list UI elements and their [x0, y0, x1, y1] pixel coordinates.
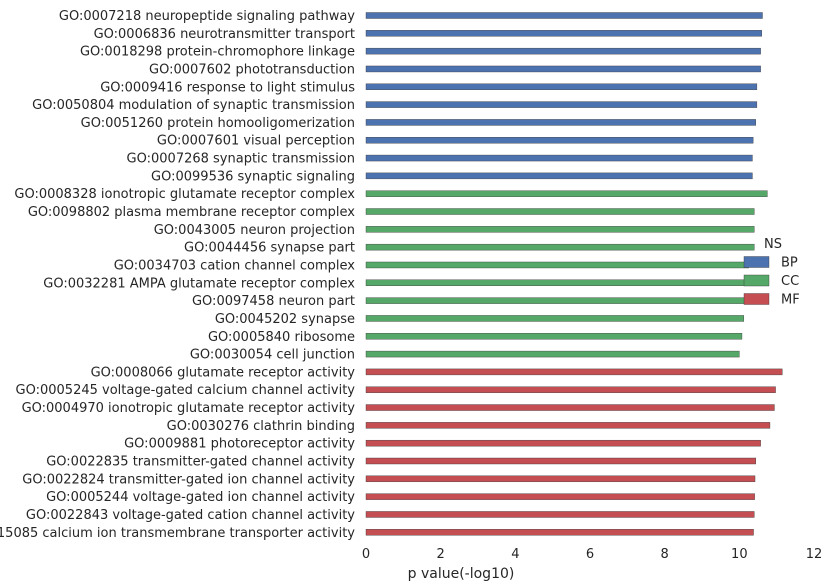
category-label: GO:0006836 neurotransmitter transport: [94, 27, 355, 42]
x-tick-label: 2: [437, 547, 445, 562]
x-axis: 0 2 4 6 8 10 12 p value(-log10): [362, 547, 822, 582]
bar-mf: [365, 511, 755, 518]
category-label: GO:0045202 synapse: [215, 312, 355, 327]
bar-mf: [365, 422, 771, 429]
category-label: GO:0022824 transmitter-gated ion channel…: [22, 472, 355, 487]
bar-cc: [365, 208, 755, 215]
x-tick-label: 10: [731, 547, 748, 562]
bar-bp: [365, 119, 756, 126]
category-label: GO:0005244 voltage-gated ion channel act…: [46, 490, 355, 505]
legend-item-bp: BP: [743, 256, 798, 271]
bar-cc: [365, 226, 755, 233]
x-tick-label: 12: [806, 547, 823, 562]
bar-mf: [365, 368, 783, 376]
x-tick-labels: 0 2 4 6 8 10 12: [362, 547, 822, 562]
bar-mf: [365, 404, 775, 411]
legend-swatch: [743, 274, 770, 287]
bar-bp: [365, 65, 761, 73]
category-label: GO:0034703 cation channel complex: [114, 258, 356, 273]
x-tick-label: 6: [586, 547, 594, 562]
category-label: GO:0098802 plasma membrane receptor comp…: [28, 205, 355, 220]
x-tick-label: 8: [661, 547, 669, 562]
x-axis-label: p value(-log10): [408, 566, 515, 582]
category-label: GO:0007268 synaptic transmission: [127, 152, 355, 167]
category-label: GO:0007218 neuropeptide signaling pathwa…: [59, 9, 355, 24]
bar-bp: [365, 101, 758, 108]
category-label: GO:0015085 calcium ion transmembrane tra…: [0, 526, 355, 541]
bar-cc: [365, 279, 747, 286]
bar-mf: [365, 475, 756, 483]
category-label: GO:0097458 neuron part: [192, 294, 355, 309]
bar-cc: [365, 190, 768, 197]
category-label: GO:0051260 protein homooligomerization: [81, 116, 355, 131]
bar-mf: [365, 457, 756, 465]
bar-cc: [365, 333, 743, 340]
legend-title: NS: [764, 237, 782, 252]
legend-swatch: [743, 293, 770, 305]
category-label: GO:0050804 modulation of synaptic transm…: [32, 98, 355, 113]
legend-item-cc: CC: [743, 274, 799, 289]
bar-bp: [365, 12, 763, 19]
bar-bp: [365, 83, 758, 90]
bar-bp: [365, 30, 762, 37]
bar-bp: [365, 47, 761, 55]
category-label: GO:0008328 ionotropic glutamate receptor…: [14, 187, 355, 202]
bar-mf: [365, 439, 761, 447]
legend: NS BP CC MF: [743, 237, 800, 308]
bar-mf: [365, 493, 755, 500]
legend-item-mf: MF: [743, 293, 800, 308]
category-label: GO:0007601 visual perception: [157, 134, 355, 149]
category-label: GO:0022843 voltage-gated cation channel …: [26, 508, 355, 523]
category-label: GO:0009881 photoreceptor activity: [124, 437, 355, 452]
category-label: GO:0043005 neuron projection: [154, 223, 355, 238]
category-label: GO:0007602 phototransduction: [149, 62, 355, 77]
bar-mf: [365, 529, 754, 536]
legend-label: MF: [781, 293, 800, 308]
category-label: GO:0032281 AMPA glutamate receptor compl…: [43, 276, 355, 291]
category-label: GO:0004970 ionotropic glutamate receptor…: [22, 401, 356, 416]
legend-swatch: [743, 256, 770, 268]
category-label: GO:0099536 synaptic signaling: [151, 169, 355, 184]
category-label: GO:0044456 synapse part: [184, 241, 355, 256]
bar-cc: [365, 261, 749, 269]
category-label: GO:0005245 voltage-gated calcium channel…: [16, 383, 356, 398]
bar-mf: [365, 386, 776, 393]
category-label: GO:0022835 transmitter-gated channel act…: [46, 455, 355, 470]
category-label: GO:0018298 protein-chromophore linkage: [80, 45, 355, 60]
bar-bp: [365, 137, 754, 144]
category-label: GO:0009416 response to light stimulus: [100, 80, 355, 95]
category-label: GO:0030054 cell junction: [190, 348, 355, 363]
legend-label: CC: [781, 274, 799, 289]
bar-cc: [365, 315, 745, 322]
legend-label: BP: [781, 256, 798, 271]
bar-bp: [365, 172, 753, 180]
bar-cc: [365, 297, 746, 304]
bars: [365, 12, 783, 536]
bar-cc: [365, 243, 755, 251]
category-label: GO:0030276 clathrin binding: [167, 419, 355, 434]
bar-bp: [365, 154, 753, 162]
bar-cc: [365, 350, 740, 358]
category-label: GO:0005840 ribosome: [208, 330, 355, 345]
category-labels: GO:0007218 neuropeptide signaling pathwa…: [0, 9, 355, 541]
legend-items: BP CC MF: [743, 256, 800, 308]
x-tick-label: 0: [362, 547, 370, 562]
category-label: GO:0008066 glutamate receptor activity: [91, 365, 356, 380]
x-tick-label: 4: [511, 547, 519, 562]
